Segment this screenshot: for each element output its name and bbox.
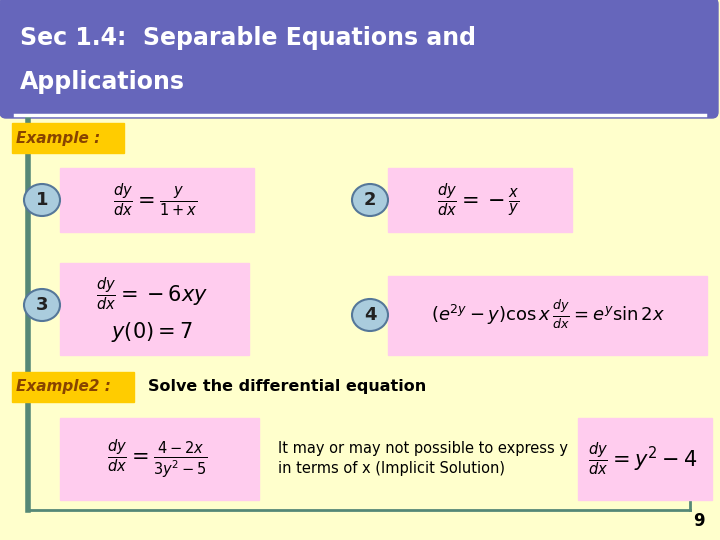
Text: $(e^{2y} - y)\cos x\,\frac{dy}{dx} = e^y \sin 2x$: $(e^{2y} - y)\cos x\,\frac{dy}{dx} = e^y… xyxy=(431,299,665,331)
FancyBboxPatch shape xyxy=(12,123,124,153)
FancyBboxPatch shape xyxy=(60,418,259,500)
Text: $\frac{dy}{dx} = \frac{y}{1+x}$: $\frac{dy}{dx} = \frac{y}{1+x}$ xyxy=(113,181,197,219)
Ellipse shape xyxy=(352,184,388,216)
Ellipse shape xyxy=(352,299,388,331)
Ellipse shape xyxy=(24,184,60,216)
Text: Example2 :: Example2 : xyxy=(16,380,111,395)
FancyBboxPatch shape xyxy=(0,0,718,118)
Ellipse shape xyxy=(24,289,60,321)
Text: 1: 1 xyxy=(36,191,48,209)
Text: $y(0) = 7$: $y(0) = 7$ xyxy=(111,320,193,344)
Text: Sec 1.4:  Separable Equations and: Sec 1.4: Separable Equations and xyxy=(20,26,476,50)
Text: Applications: Applications xyxy=(20,70,185,94)
Text: $\frac{dy}{dx} = \frac{4-2x}{3y^2-5}$: $\frac{dy}{dx} = \frac{4-2x}{3y^2-5}$ xyxy=(107,437,207,481)
Text: 3: 3 xyxy=(36,296,48,314)
FancyBboxPatch shape xyxy=(388,168,572,232)
Text: Solve the differential equation: Solve the differential equation xyxy=(148,380,426,395)
Text: 4: 4 xyxy=(364,306,377,324)
FancyBboxPatch shape xyxy=(578,418,712,500)
Text: It may or may not possible to express y: It may or may not possible to express y xyxy=(278,441,568,456)
FancyBboxPatch shape xyxy=(12,372,134,402)
Text: $\frac{dy}{dx} = -\frac{x}{y}$: $\frac{dy}{dx} = -\frac{x}{y}$ xyxy=(437,181,519,219)
FancyBboxPatch shape xyxy=(60,263,249,355)
Text: 2: 2 xyxy=(364,191,377,209)
Text: 9: 9 xyxy=(693,512,705,530)
FancyBboxPatch shape xyxy=(388,276,707,355)
Text: in terms of x (Implicit Solution): in terms of x (Implicit Solution) xyxy=(278,461,505,476)
Text: $\frac{dy}{dx} = -6xy$: $\frac{dy}{dx} = -6xy$ xyxy=(96,275,208,313)
FancyBboxPatch shape xyxy=(60,168,254,232)
Text: Example :: Example : xyxy=(16,131,100,145)
Text: $\frac{dy}{dx} = y^2 - 4$: $\frac{dy}{dx} = y^2 - 4$ xyxy=(588,440,698,478)
